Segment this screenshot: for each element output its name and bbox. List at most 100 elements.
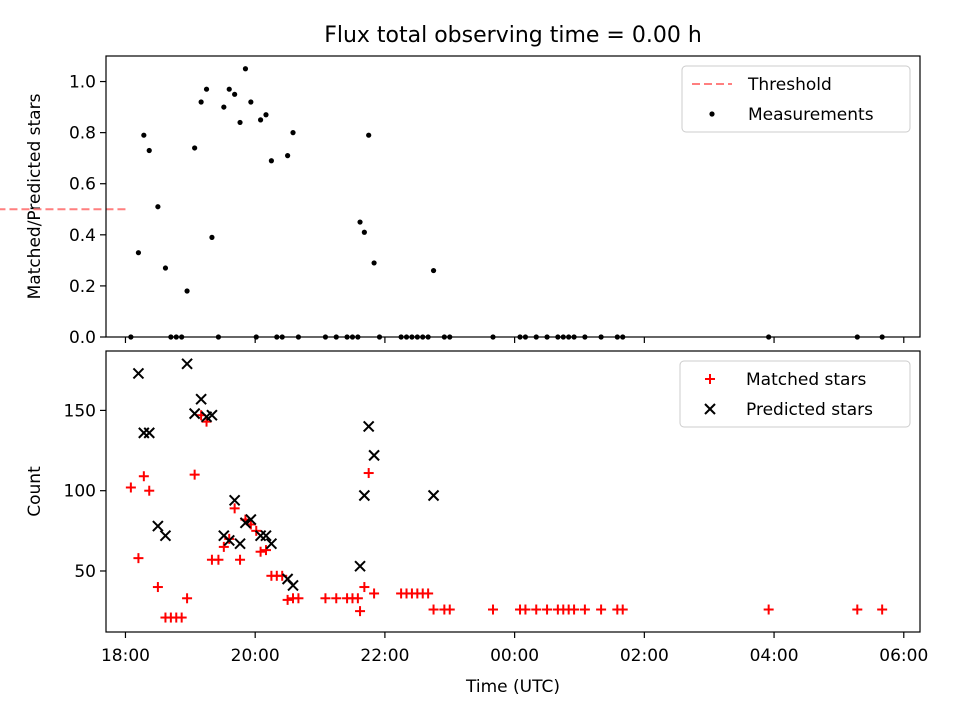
matched-star-point [125, 482, 136, 493]
measurement-point [198, 99, 204, 105]
legend-label: Matched stars [746, 370, 866, 390]
legend: Threshold Measurements [681, 65, 911, 133]
matched-star-point [176, 612, 187, 623]
predicted-star-point [260, 529, 272, 542]
measurement-point [268, 158, 274, 164]
measurement-point [146, 147, 152, 154]
bottom-panel: 18:00 20:00 22:00 00:00 02:00 04:00 06:00 50 100… [25, 350, 928, 697]
matched-star-point [320, 593, 331, 604]
matched-star-point [235, 554, 246, 565]
matched-star-point [133, 553, 144, 564]
x-tick-label: 20:00 [231, 646, 280, 666]
measurement-point [203, 86, 210, 92]
matched-star-point [213, 554, 224, 565]
legend-label: Threshold [747, 75, 832, 95]
matched-star-point [152, 582, 163, 593]
y-tick-label: 0.8 [69, 124, 96, 144]
predicted-star-point [354, 560, 366, 572]
x-axis-label: Time (UTC) [465, 677, 560, 697]
measurement-point [135, 250, 142, 256]
matched-star-point [138, 471, 149, 482]
predicted-star-point [195, 393, 207, 405]
y-tick-label: 50 [74, 562, 96, 582]
matched-star-point [352, 593, 363, 604]
legend-label: Predicted stars [746, 400, 873, 420]
x-tick-label: 06:00 [879, 646, 928, 666]
predicted-star-point [228, 494, 241, 507]
matched-star-point [218, 541, 229, 552]
y-tick-label: 100 [64, 482, 96, 502]
y-tick-label: 1.0 [69, 73, 96, 93]
matched-star-point [488, 604, 499, 615]
measurement-point [285, 153, 291, 159]
matched-star-point [596, 604, 607, 615]
matched-star-point [363, 468, 374, 479]
predicted-star-point [152, 520, 164, 532]
measurement-point [371, 260, 377, 266]
x-tick-label: 04:00 [750, 646, 799, 666]
measurement-point [209, 234, 215, 240]
measurement-point [361, 229, 367, 235]
matched-star-point [293, 593, 304, 604]
predicted-star-point [287, 579, 299, 592]
measurement-point [155, 204, 161, 210]
predicted-star-point [427, 489, 440, 502]
matched-star-point [444, 604, 455, 615]
measurement-point [248, 99, 254, 105]
predicted-star-point [362, 420, 375, 433]
y-axis-label: Count [25, 466, 45, 517]
measurement-point [357, 219, 363, 225]
matched-star-point [255, 546, 266, 557]
measurement-point [242, 66, 249, 72]
matched-star-point [331, 593, 342, 604]
y-tick-label: 0.4 [69, 226, 96, 246]
x-tick-label: 00:00 [490, 646, 539, 666]
matched-star-point [423, 588, 434, 599]
legend-matched-swatch [705, 374, 715, 384]
matched-star-point [282, 594, 293, 605]
measurement-point [290, 130, 296, 136]
predicted-star-point [265, 537, 278, 550]
predicted-star-point [181, 358, 193, 370]
measurement-point [430, 267, 437, 274]
predicted-star-point [223, 534, 235, 547]
y-tick-label: 0.0 [69, 328, 96, 348]
matched-star-point [520, 604, 531, 615]
x-tick-label: 02:00 [620, 646, 669, 666]
measurement-point [192, 145, 198, 151]
x-tick-label: 22:00 [360, 646, 409, 666]
measurement-point [184, 288, 190, 294]
matched-star-point [229, 503, 240, 514]
top-panel: 0.0 0.2 0.4 0.6 0.8 1.0 Matched/Predicted star… [0, 55, 921, 348]
measurement-point [162, 265, 169, 271]
matched-star-point [428, 604, 439, 615]
y-tick-label: 150 [64, 401, 96, 421]
legend-label: Measurements [748, 105, 874, 125]
measurement-point [141, 132, 147, 138]
top-chart-title: Flux total observing time = 0.00 h [324, 23, 702, 48]
matched-star-point [189, 469, 200, 480]
measurement-point [237, 119, 243, 126]
matched-star-point [579, 604, 590, 615]
measurement-point [366, 132, 372, 138]
predicted-star-point [368, 449, 380, 462]
matched-star-point [531, 604, 542, 615]
axes-frame [105, 350, 921, 633]
predicted-star-point [188, 407, 201, 420]
matched-star-point [617, 604, 628, 615]
y-tick-label: 0.2 [69, 277, 96, 297]
matched-star-point [260, 545, 271, 556]
measurement-point [257, 117, 264, 123]
legend-measurement-swatch [709, 111, 715, 117]
predicted-star-point [239, 517, 252, 529]
legend-predicted-swatch [704, 403, 716, 415]
matched-star-point [201, 416, 212, 427]
matched-star-point [852, 604, 863, 615]
matched-star-point [355, 606, 366, 617]
matched-star-point [542, 604, 553, 615]
measurement-point [226, 86, 232, 92]
predicted-star-point [234, 537, 246, 550]
matched-star-point [877, 604, 888, 615]
x-tick-label: 18:00 [101, 646, 150, 666]
matched-star-point [144, 485, 155, 496]
